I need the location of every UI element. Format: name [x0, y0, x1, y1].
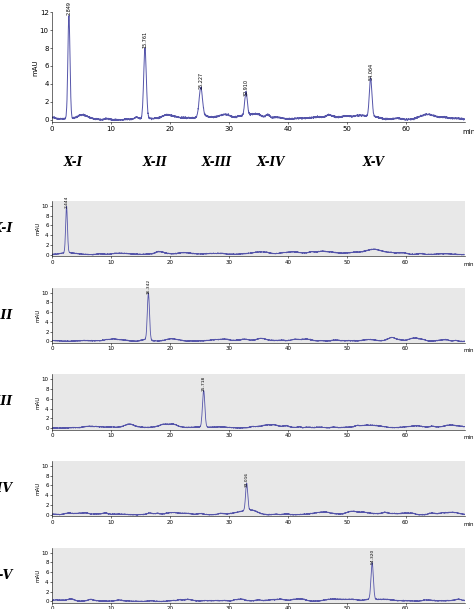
- Y-axis label: mAU: mAU: [35, 569, 40, 582]
- Y-axis label: mAU: mAU: [32, 59, 38, 76]
- Text: X-III: X-III: [0, 395, 13, 409]
- Text: X-IV: X-IV: [0, 482, 13, 495]
- Text: X-II: X-II: [0, 309, 13, 322]
- Text: 25.227: 25.227: [198, 72, 203, 90]
- X-axis label: min: min: [462, 129, 474, 135]
- Text: 25.718: 25.718: [201, 376, 206, 391]
- Text: 33.016: 33.016: [245, 472, 249, 487]
- Text: 2.444: 2.444: [64, 195, 69, 208]
- Y-axis label: mAU: mAU: [35, 309, 40, 322]
- Text: X-V: X-V: [0, 569, 13, 582]
- Y-axis label: mAU: mAU: [35, 222, 40, 235]
- Text: X-I: X-I: [63, 156, 82, 169]
- Text: 54.064: 54.064: [368, 63, 373, 80]
- Text: X-III: X-III: [202, 156, 232, 169]
- X-axis label: min: min: [464, 262, 474, 267]
- Y-axis label: mAU: mAU: [35, 395, 40, 409]
- Text: 54.320: 54.320: [370, 549, 374, 564]
- X-axis label: min: min: [464, 522, 474, 527]
- Text: 16.342: 16.342: [146, 279, 150, 294]
- Text: 15.761: 15.761: [143, 31, 147, 48]
- Text: X-I: X-I: [0, 222, 13, 235]
- Y-axis label: mAU: mAU: [35, 482, 40, 495]
- Text: X-II: X-II: [143, 156, 167, 169]
- Text: 2.849: 2.849: [66, 1, 72, 15]
- Text: X-V: X-V: [363, 156, 385, 169]
- Text: 32.910: 32.910: [244, 79, 248, 96]
- Text: X-IV: X-IV: [256, 156, 285, 169]
- X-axis label: min: min: [464, 348, 474, 353]
- X-axis label: min: min: [464, 435, 474, 440]
